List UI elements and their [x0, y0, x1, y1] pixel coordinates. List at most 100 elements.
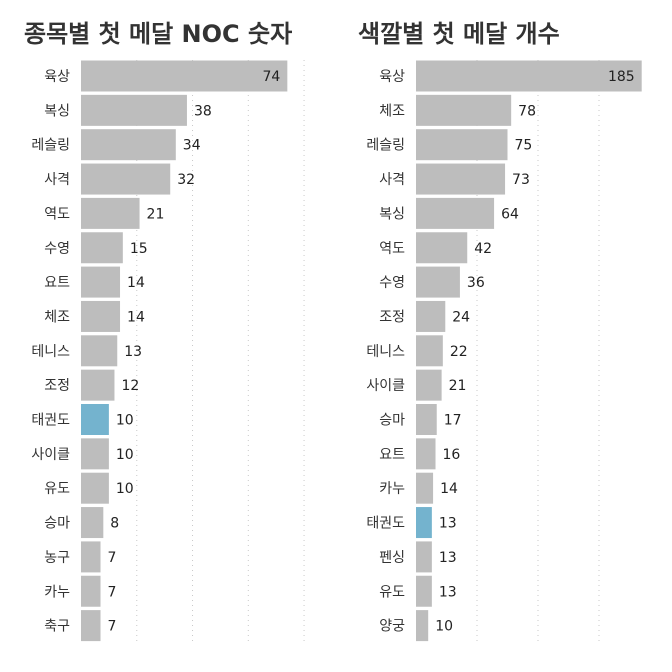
- category-label: 요트: [379, 447, 405, 463]
- bar: [81, 610, 101, 642]
- bar: [81, 163, 171, 195]
- category-label: 조정: [44, 378, 70, 394]
- bar: [416, 94, 512, 126]
- bar-highlighted: [416, 507, 432, 539]
- value-label: 13: [439, 584, 457, 600]
- category-label: 사이클: [366, 378, 405, 394]
- value-label: 21: [147, 206, 165, 222]
- category-label: 역도: [379, 241, 405, 257]
- category-label: 복싱: [44, 103, 70, 119]
- value-label: 14: [127, 309, 145, 325]
- chart-title: 색깔별 첫 메달 개수: [358, 20, 560, 48]
- value-label: 74: [263, 69, 281, 85]
- bar: [416, 60, 642, 92]
- category-label: 카누: [44, 584, 70, 600]
- bar: [81, 266, 121, 298]
- bar: [416, 610, 429, 642]
- bar: [81, 575, 101, 607]
- value-label: 38: [194, 103, 212, 119]
- bar: [81, 300, 121, 332]
- bar: [81, 129, 176, 161]
- value-label: 12: [121, 378, 139, 394]
- value-label: 185: [608, 69, 635, 85]
- category-label: 유도: [44, 481, 70, 497]
- value-label: 22: [450, 344, 468, 360]
- bar: [416, 197, 495, 229]
- bar: [416, 129, 508, 161]
- bar: [416, 300, 446, 332]
- bar: [81, 369, 115, 401]
- bar: [416, 266, 460, 298]
- bar: [81, 472, 109, 504]
- category-label: 육상: [44, 69, 70, 85]
- chart-title: 종목별 첫 메달 NOC 숫자: [24, 20, 292, 48]
- bar: [416, 438, 436, 470]
- category-label: 카누: [379, 481, 405, 497]
- bar: [81, 94, 187, 126]
- category-label: 레슬링: [366, 138, 405, 154]
- category-label: 육상: [379, 69, 405, 85]
- value-label: 34: [183, 138, 201, 154]
- value-label: 42: [474, 241, 492, 257]
- category-label: 태권도: [31, 413, 70, 429]
- category-label: 펜싱: [379, 550, 405, 566]
- bar: [81, 60, 288, 92]
- bar: [81, 232, 123, 264]
- category-label: 체조: [379, 103, 405, 119]
- value-label: 17: [444, 413, 462, 429]
- value-label: 13: [439, 550, 457, 566]
- category-label: 승마: [379, 413, 405, 429]
- value-label: 8: [110, 516, 119, 532]
- category-label: 요트: [44, 275, 70, 291]
- bar: [416, 369, 442, 401]
- value-label: 10: [116, 481, 134, 497]
- category-label: 축구: [44, 619, 70, 635]
- category-label: 수영: [44, 241, 70, 257]
- value-label: 21: [449, 378, 467, 394]
- category-label: 양궁: [379, 619, 405, 635]
- value-label: 73: [512, 172, 530, 188]
- category-label: 체조: [44, 309, 70, 325]
- category-label: 유도: [379, 584, 405, 600]
- value-label: 7: [108, 584, 117, 600]
- value-label: 64: [501, 206, 519, 222]
- bar: [81, 335, 118, 367]
- category-label: 조정: [379, 309, 405, 325]
- value-label: 36: [467, 275, 485, 291]
- category-label: 농구: [44, 550, 70, 566]
- bar: [81, 507, 104, 539]
- bar: [416, 163, 506, 195]
- value-label: 32: [177, 172, 195, 188]
- value-label: 14: [440, 481, 458, 497]
- bar: [81, 197, 140, 229]
- category-label: 태권도: [366, 516, 405, 532]
- category-label: 수영: [379, 275, 405, 291]
- bar: [81, 438, 109, 470]
- category-label: 사격: [379, 172, 405, 188]
- value-label: 14: [127, 275, 145, 291]
- bar: [81, 541, 101, 573]
- value-label: 10: [435, 619, 453, 635]
- category-label: 복싱: [379, 206, 405, 222]
- value-label: 15: [130, 241, 148, 257]
- value-label: 10: [116, 413, 134, 429]
- bar-highlighted: [81, 404, 109, 435]
- value-label: 13: [439, 516, 457, 532]
- category-label: 사이클: [31, 447, 70, 463]
- value-label: 13: [124, 344, 142, 360]
- bar: [416, 541, 432, 573]
- category-label: 레슬링: [31, 138, 70, 154]
- bar: [416, 404, 437, 435]
- bar: [416, 232, 468, 264]
- value-label: 16: [443, 447, 461, 463]
- value-label: 10: [116, 447, 134, 463]
- bar: [416, 575, 432, 607]
- value-label: 7: [108, 550, 117, 566]
- category-label: 승마: [44, 516, 70, 532]
- value-label: 75: [515, 138, 533, 154]
- bar: [416, 472, 434, 504]
- category-label: 사격: [44, 172, 70, 188]
